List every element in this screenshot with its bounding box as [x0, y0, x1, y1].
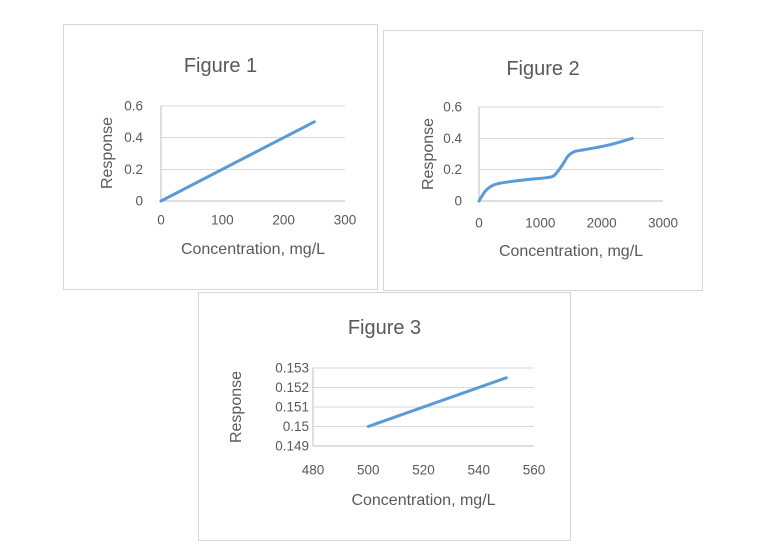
- y-tick-label: 0.2: [443, 162, 462, 177]
- x-tick-label: 0: [157, 213, 165, 228]
- y-tick-label: 0.152: [275, 380, 309, 395]
- figure-1-title: Figure 1: [183, 55, 258, 77]
- y-tick-label: 0.4: [124, 130, 143, 145]
- y-tick-label: 0.151: [275, 400, 309, 415]
- y-tick-label: 0.15: [283, 419, 309, 434]
- figure-3-plot: 0.149 0.15 0.151 0.152 0.153 480 500 520 540 560: [275, 361, 546, 478]
- y-tick-label: 0.149: [275, 439, 309, 454]
- series-line: [159, 120, 316, 203]
- x-tick-label: 0: [475, 216, 483, 231]
- y-tick-label: 0.6: [443, 100, 462, 115]
- figure-3-panel: Figure 3 Response Concentration, mg/L 0.…: [198, 292, 571, 541]
- figure-1-plot: 0 0.2 0.4 0.6 0 100 200 300: [124, 99, 357, 228]
- y-tick-label: 0: [135, 194, 143, 209]
- y-tick-label: 0.4: [443, 131, 462, 146]
- figure-2-plot: 0 0.2 0.4 0.6 0 1000 2000 3000: [443, 100, 678, 231]
- x-tick-label: 500: [357, 463, 380, 478]
- series-line: [366, 376, 508, 428]
- figure-3-title: Figure 3: [347, 317, 422, 339]
- y-tick-label: 0.2: [124, 162, 143, 177]
- x-tick-label: 560: [523, 463, 546, 478]
- figure-2-x-axis-label: Concentration, mg/L: [498, 243, 644, 260]
- x-tick-label: 300: [334, 213, 357, 228]
- x-tick-label: 520: [412, 463, 435, 478]
- figure-3-x-axis-label: Concentration, mg/L: [351, 492, 496, 509]
- x-tick-label: 3000: [648, 216, 678, 231]
- series-line: [477, 136, 634, 203]
- x-tick-label: 540: [467, 463, 490, 478]
- y-tick-label: 0.6: [124, 99, 143, 114]
- y-tick-label: 0: [454, 194, 462, 209]
- x-tick-label: 1000: [525, 216, 555, 231]
- y-tick-label: 0.153: [275, 361, 309, 376]
- x-tick-label: 100: [211, 213, 234, 228]
- x-tick-label: 200: [272, 213, 295, 228]
- figure-1-x-axis-label: Concentration, mg/L: [180, 241, 326, 258]
- x-tick-label: 2000: [587, 216, 617, 231]
- figure-2-title: Figure 2: [506, 58, 580, 80]
- x-tick-label: 480: [302, 463, 325, 478]
